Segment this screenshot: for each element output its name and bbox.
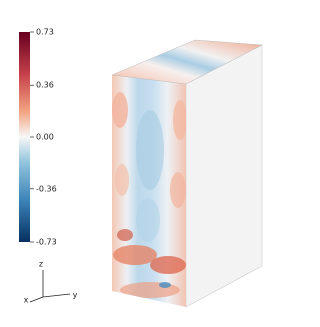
top-face [112, 40, 262, 84]
x-label: x [24, 296, 29, 305]
box [111, 39, 263, 308]
colorbar-tick-label: 0.00 [36, 133, 54, 142]
z-label: z [39, 260, 43, 269]
colorbar-tick-label: 0.73 [36, 28, 54, 37]
y-axis [42, 293, 71, 298]
y-label: y [73, 291, 78, 300]
colorbar: 0.73 0.36 0.00 -0.36 -0.73 [19, 28, 57, 247]
colorbar-tick-label: -0.73 [36, 238, 57, 247]
colorbar-tick-label: -0.36 [36, 184, 57, 193]
colorbar-gradient [19, 32, 30, 242]
right-face [185, 44, 263, 308]
front-pattern [112, 92, 186, 298]
x-axis [29, 296, 44, 303]
colorbar-tick-label: 0.36 [36, 81, 54, 90]
scene: 0.73 0.36 0.00 -0.36 -0.73 z y x [19, 28, 263, 308]
axes-triad: z y x [24, 260, 78, 305]
